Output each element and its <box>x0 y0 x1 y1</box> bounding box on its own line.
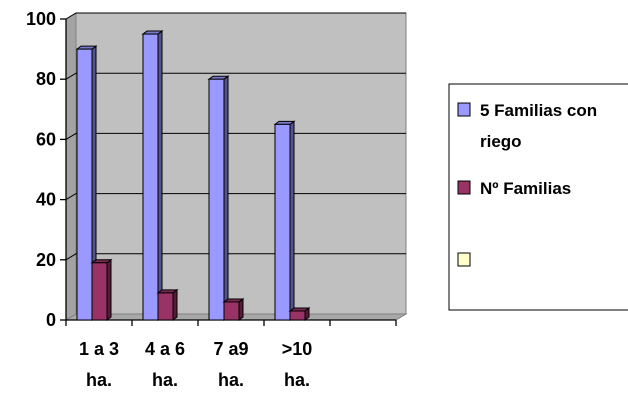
bars <box>75 30 311 321</box>
x-tick-label: >10 <box>282 339 313 359</box>
x-tick-label: ha. <box>284 370 310 390</box>
legend-label: Nº Familias <box>480 179 571 198</box>
bar-side <box>106 258 112 321</box>
gridline <box>65 132 406 140</box>
bar-side <box>223 75 229 321</box>
x-tick-label: ha. <box>218 370 244 390</box>
bar-front <box>223 301 240 321</box>
y-tick-label: 80 <box>36 69 56 89</box>
bar <box>222 297 245 321</box>
bar <box>75 45 98 321</box>
plot-back-wall <box>75 12 407 315</box>
x-tick-label: ha. <box>86 370 112 390</box>
gridline <box>65 253 406 261</box>
gridline <box>65 193 406 201</box>
gridlines <box>65 12 406 261</box>
y-tick-label: 100 <box>26 9 56 29</box>
x-tick-label: 1 a 3 <box>79 339 119 359</box>
bar-side <box>289 120 295 321</box>
legend-label: riego <box>480 132 522 151</box>
x-tick-label: ha. <box>152 370 178 390</box>
legend-swatch <box>457 180 471 195</box>
gridline <box>65 72 406 80</box>
bar-front <box>208 78 225 321</box>
bar <box>156 288 179 321</box>
bar <box>207 75 230 321</box>
bar-side <box>157 30 163 321</box>
legend: 5 Familias con riego Nº Familias <box>448 83 628 311</box>
bar <box>273 120 296 321</box>
bar-front <box>142 33 159 321</box>
bar-front <box>289 310 306 321</box>
legend-swatch <box>457 102 471 117</box>
bar-side <box>172 288 178 321</box>
y-tick-labels: 0 20 40 60 80 100 <box>26 9 56 330</box>
x-tick-label: 4 a 6 <box>145 339 185 359</box>
x-tick-labels: 1 a 3 ha. 4 a 6 ha. 7 a9 ha. >10 ha. <box>79 339 312 390</box>
plot-side-wall <box>65 12 77 321</box>
plot-area <box>64 12 408 321</box>
y-tick-label: 20 <box>36 250 56 270</box>
y-tick-label: 0 <box>46 310 56 330</box>
legend-box <box>448 83 628 311</box>
bar-front <box>157 292 174 321</box>
bar-front <box>274 123 291 321</box>
bar-front <box>91 262 108 321</box>
gridline <box>65 12 406 20</box>
legend-swatch <box>457 252 471 267</box>
bar <box>288 306 311 321</box>
x-tick-label: 7 a9 <box>213 339 248 359</box>
bar-front <box>76 48 93 321</box>
bar <box>90 258 113 321</box>
legend-label: 5 Familias con <box>480 101 597 120</box>
y-tick-label: 40 <box>36 190 56 210</box>
bar <box>141 30 164 321</box>
y-tick-label: 60 <box>36 129 56 149</box>
